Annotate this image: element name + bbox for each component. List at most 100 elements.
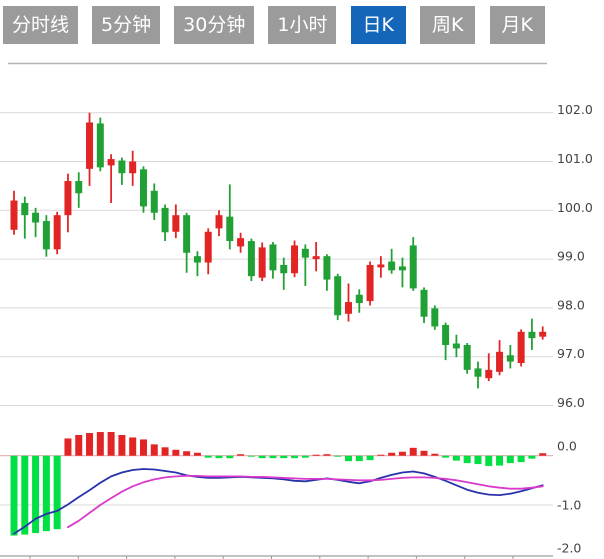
candle-body[interactable] bbox=[237, 238, 245, 247]
macd-histogram-bar bbox=[388, 452, 396, 456]
macd-histogram-bar bbox=[344, 455, 352, 462]
candle-body[interactable] bbox=[506, 355, 514, 362]
macd-histogram-bar bbox=[496, 455, 504, 466]
macd-histogram-bar bbox=[463, 455, 471, 464]
candle-body[interactable] bbox=[431, 308, 439, 327]
macd-histogram-bar bbox=[64, 438, 72, 456]
price-axis-label: 102.0 bbox=[557, 102, 593, 117]
candle-body[interactable] bbox=[366, 264, 374, 302]
candle-body[interactable] bbox=[139, 169, 147, 207]
tab-1hour[interactable]: 1小时 bbox=[268, 6, 337, 44]
candle-body[interactable] bbox=[334, 276, 342, 316]
candle-body[interactable] bbox=[215, 215, 223, 229]
macd-histogram-bar bbox=[86, 433, 94, 456]
candle-body[interactable] bbox=[96, 123, 104, 168]
macd-histogram-bar bbox=[431, 453, 439, 456]
candle-body[interactable] bbox=[118, 160, 126, 174]
candle-body[interactable] bbox=[150, 190, 158, 213]
dif-line bbox=[13, 468, 544, 535]
candle-body[interactable] bbox=[485, 369, 493, 379]
macd-histogram-bar bbox=[32, 455, 40, 534]
candle-body[interactable] bbox=[172, 215, 180, 232]
macd-histogram-bar bbox=[366, 455, 374, 461]
macd-histogram-bar bbox=[485, 455, 493, 467]
candle-body[interactable] bbox=[291, 245, 299, 274]
tab-timeline[interactable]: 分时线 bbox=[3, 6, 79, 44]
candle-body[interactable] bbox=[53, 215, 61, 250]
price-axis-label: 97.0 bbox=[557, 346, 585, 361]
macd-histogram-bar bbox=[183, 451, 191, 456]
macd-histogram-bar bbox=[452, 455, 460, 461]
macd-histogram-bar bbox=[226, 455, 234, 459]
price-axis-label: 100.0 bbox=[557, 200, 593, 215]
macd-axis-label: 0.0 bbox=[557, 439, 577, 454]
macd-histogram-bar bbox=[172, 449, 180, 456]
candle-body[interactable] bbox=[247, 241, 255, 277]
candle-body[interactable] bbox=[312, 256, 320, 260]
macd-histogram-bar bbox=[237, 454, 245, 456]
candle-body[interactable] bbox=[280, 264, 288, 274]
macd-histogram-bar bbox=[334, 455, 342, 457]
period-tab-bar: 分时线 5分钟 30分钟 1小时 日K 周K 月K bbox=[3, 6, 545, 44]
macd-histogram-bar bbox=[301, 455, 309, 458]
macd-histogram-bar bbox=[280, 455, 288, 459]
candle-body[interactable] bbox=[193, 256, 201, 263]
price-axis-label: 98.0 bbox=[557, 297, 585, 312]
macd-histogram-bar bbox=[409, 447, 417, 456]
tab-monthly-k[interactable]: 月K bbox=[489, 6, 545, 44]
candle-body[interactable] bbox=[528, 331, 536, 339]
macd-histogram-bar bbox=[161, 447, 169, 456]
candle-body[interactable] bbox=[388, 261, 396, 271]
candle-body[interactable] bbox=[539, 331, 547, 337]
macd-histogram-bar bbox=[506, 455, 514, 464]
macd-histogram-bar bbox=[75, 434, 83, 456]
candle-body[interactable] bbox=[269, 244, 277, 271]
macd-histogram-bar bbox=[269, 455, 277, 459]
candle-body[interactable] bbox=[377, 264, 385, 268]
price-axis-label: 96.0 bbox=[557, 395, 585, 410]
macd-axis-label: -1.0 bbox=[557, 498, 581, 513]
candle-body[interactable] bbox=[86, 122, 94, 169]
price-axis-label: 101.0 bbox=[557, 151, 593, 166]
candle-body[interactable] bbox=[32, 212, 40, 223]
candle-body[interactable] bbox=[75, 181, 83, 194]
candle-body[interactable] bbox=[301, 248, 309, 258]
candle-body[interactable] bbox=[452, 343, 460, 349]
candle-body[interactable] bbox=[107, 159, 115, 166]
tab-weekly-k[interactable]: 周K bbox=[420, 6, 476, 44]
candle-body[interactable] bbox=[226, 216, 234, 242]
candle-body[interactable] bbox=[64, 181, 72, 216]
candle-body[interactable] bbox=[21, 202, 29, 216]
candle-body[interactable] bbox=[442, 324, 450, 345]
candle-body[interactable] bbox=[517, 331, 525, 364]
candle-body[interactable] bbox=[258, 247, 266, 278]
candle-body[interactable] bbox=[355, 294, 363, 304]
candle-body[interactable] bbox=[420, 289, 428, 317]
candle-body[interactable] bbox=[344, 302, 352, 314]
candle-body[interactable] bbox=[129, 161, 137, 174]
macd-histogram-bar bbox=[42, 455, 50, 532]
tab-daily-k[interactable]: 日K bbox=[350, 6, 406, 44]
candle-body[interactable] bbox=[323, 256, 331, 280]
candle-body[interactable] bbox=[409, 245, 417, 289]
candle-body[interactable] bbox=[183, 215, 191, 253]
tab-5min[interactable]: 5分钟 bbox=[92, 6, 161, 44]
candle-body[interactable] bbox=[398, 266, 406, 271]
candle-body[interactable] bbox=[204, 231, 212, 263]
candle-body[interactable] bbox=[496, 351, 504, 372]
candle-body[interactable] bbox=[474, 368, 482, 377]
tab-30min[interactable]: 30分钟 bbox=[174, 6, 255, 44]
candle-body[interactable] bbox=[463, 344, 471, 370]
macd-axis-label: -2.0 bbox=[557, 541, 581, 556]
macd-histogram-bar bbox=[107, 432, 115, 456]
macd-histogram-bar bbox=[139, 439, 147, 456]
macd-histogram-bar bbox=[539, 453, 547, 456]
macd-histogram-bar bbox=[150, 444, 158, 456]
candle-body[interactable] bbox=[10, 200, 18, 230]
candle-body[interactable] bbox=[161, 207, 169, 233]
macd-histogram-bar bbox=[10, 455, 18, 536]
candle-body[interactable] bbox=[42, 221, 50, 250]
macd-histogram-bar bbox=[21, 455, 29, 535]
